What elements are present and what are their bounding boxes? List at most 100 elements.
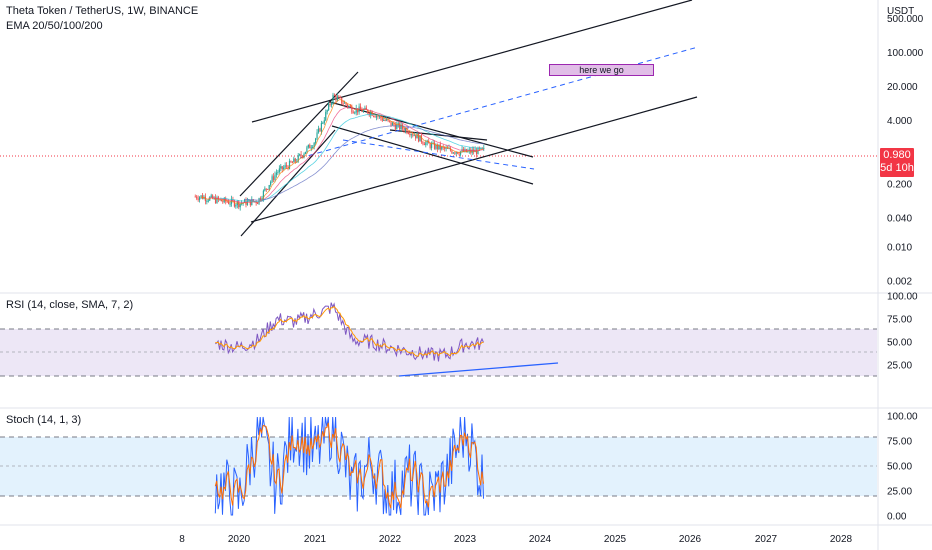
candle-body xyxy=(422,141,424,144)
rsi-tick-label[interactable]: 50.00 xyxy=(887,338,912,349)
candle-body xyxy=(407,133,409,135)
candle-body xyxy=(423,143,425,146)
time-tick-label[interactable]: 2023 xyxy=(454,534,477,545)
candle-body xyxy=(406,128,408,134)
ema-100-line xyxy=(219,114,484,202)
candle-body xyxy=(196,196,198,199)
price-tick-label[interactable]: 100.000 xyxy=(887,48,924,59)
candle-body xyxy=(346,104,349,107)
time-tick-label[interactable]: 2024 xyxy=(529,534,552,545)
stoch-lines xyxy=(214,416,484,516)
candle-body xyxy=(378,115,380,117)
candle-body xyxy=(317,128,320,133)
rsi-tick-label[interactable]: 25.00 xyxy=(887,361,912,372)
rsi-legend[interactable]: RSI (14, close, SMA, 7, 2) xyxy=(6,299,134,311)
time-tick-label[interactable]: 2026 xyxy=(679,534,702,545)
candle-body xyxy=(329,103,331,105)
candle-body xyxy=(328,103,330,110)
ema-200-line xyxy=(244,125,484,201)
candle-body xyxy=(451,150,453,154)
stoch-tick-label[interactable]: 75.00 xyxy=(887,437,912,448)
candle-body xyxy=(332,94,334,104)
candle-body xyxy=(384,119,386,121)
trendlines[interactable] xyxy=(239,0,698,237)
falling-wedge-bottom-line[interactable] xyxy=(331,125,534,185)
price-axis-ticks[interactable]: 500.000 100.000 20.000 4.000 0.200 0.040 0.010… xyxy=(887,14,924,288)
price-tick-label[interactable]: 500.000 xyxy=(887,14,924,25)
time-tick-label[interactable]: 8 xyxy=(179,534,185,545)
price-tick-label[interactable]: 0.002 xyxy=(887,277,912,288)
candle-body xyxy=(409,133,411,136)
rise-channel-left-line[interactable] xyxy=(239,71,359,197)
stoch-tick-label[interactable]: 50.00 xyxy=(887,462,912,473)
rsi-axis-ticks[interactable]: 100.00 75.00 50.00 25.00 xyxy=(887,292,918,372)
candle-body xyxy=(210,195,212,198)
stoch-tick-label[interactable]: 100.00 xyxy=(887,412,918,423)
candle-body xyxy=(239,203,241,208)
wedge-inner-line[interactable] xyxy=(389,129,488,141)
stoch-tick-label[interactable]: 0.00 xyxy=(887,512,907,523)
ema-50-line xyxy=(208,106,484,203)
stoch-legend[interactable]: Stoch (14, 1, 3) xyxy=(6,414,82,426)
candle-body xyxy=(381,118,383,121)
time-tick-label[interactable]: 2027 xyxy=(755,534,778,545)
price-tick-label[interactable]: 0.200 xyxy=(887,179,912,190)
chart-title[interactable]: Theta Token / TetherUS, 1W, BINANCE xyxy=(6,5,199,17)
candle-body xyxy=(326,109,328,113)
candle-body xyxy=(226,201,228,203)
ema-lines xyxy=(200,98,484,205)
candle-body xyxy=(394,124,396,130)
time-tick-label[interactable]: 2021 xyxy=(304,534,327,545)
time-tick-label[interactable]: 2025 xyxy=(604,534,627,545)
time-tick-label[interactable]: 2028 xyxy=(830,534,853,545)
candle-body xyxy=(403,128,405,132)
candle-body xyxy=(460,151,462,155)
candle-body xyxy=(391,122,394,126)
candle-body xyxy=(412,134,414,136)
price-tick-label[interactable]: 0.010 xyxy=(887,243,912,254)
candle-body xyxy=(268,185,270,190)
candle-body xyxy=(387,119,389,121)
price-tick-label[interactable]: 4.000 xyxy=(887,116,912,127)
price-tick-label[interactable]: 20.000 xyxy=(887,82,918,93)
price-tick-label[interactable]: 0.040 xyxy=(887,213,912,224)
rsi-tick-label[interactable]: 75.00 xyxy=(887,315,912,326)
candle-body xyxy=(383,119,385,121)
candle-body xyxy=(483,147,485,149)
candle-body xyxy=(281,166,283,170)
ema-legend[interactable]: EMA 20/50/100/200 xyxy=(6,20,103,32)
rsi-trendline[interactable] xyxy=(398,362,559,377)
candle-body xyxy=(272,176,275,180)
current-price-badge: 0.980 5d 10h xyxy=(880,148,914,177)
stoch-axis-ticks[interactable]: 100.00 75.00 50.00 25.00 0.00 xyxy=(887,412,918,523)
candle-body xyxy=(361,109,363,112)
candle-body xyxy=(306,147,308,152)
channel-top-line[interactable] xyxy=(251,0,693,123)
candle-body xyxy=(396,124,398,130)
candle-body xyxy=(300,154,302,156)
candle-body xyxy=(362,109,365,112)
time-tick-label[interactable]: 2020 xyxy=(228,534,251,545)
annotation-box[interactable]: here we go xyxy=(549,64,654,76)
stoch-tick-label[interactable]: 25.00 xyxy=(887,487,912,498)
rsi-lines xyxy=(215,302,484,362)
candle-body xyxy=(458,153,460,155)
candle-body xyxy=(325,112,327,121)
candle-body xyxy=(284,165,286,168)
price-axis-currency: USDT xyxy=(887,6,914,17)
candle-body xyxy=(259,198,262,200)
candle-body xyxy=(257,203,259,205)
candle-body xyxy=(235,205,237,207)
candle-body xyxy=(262,190,264,199)
channel-bottom-line[interactable] xyxy=(250,96,698,223)
candle-body xyxy=(438,144,440,150)
dashed-midline-lower[interactable] xyxy=(342,139,535,170)
candle-body xyxy=(290,160,292,163)
candle-body xyxy=(261,198,263,200)
time-tick-label[interactable]: 2022 xyxy=(379,534,402,545)
candle-body xyxy=(420,135,423,142)
candle-body xyxy=(280,166,282,169)
rsi-tick-label[interactable]: 100.00 xyxy=(887,292,918,303)
time-axis-ticks[interactable]: 8 2020 2021 2022 2023 2024 2025 2026 2027 2028 xyxy=(179,534,852,545)
